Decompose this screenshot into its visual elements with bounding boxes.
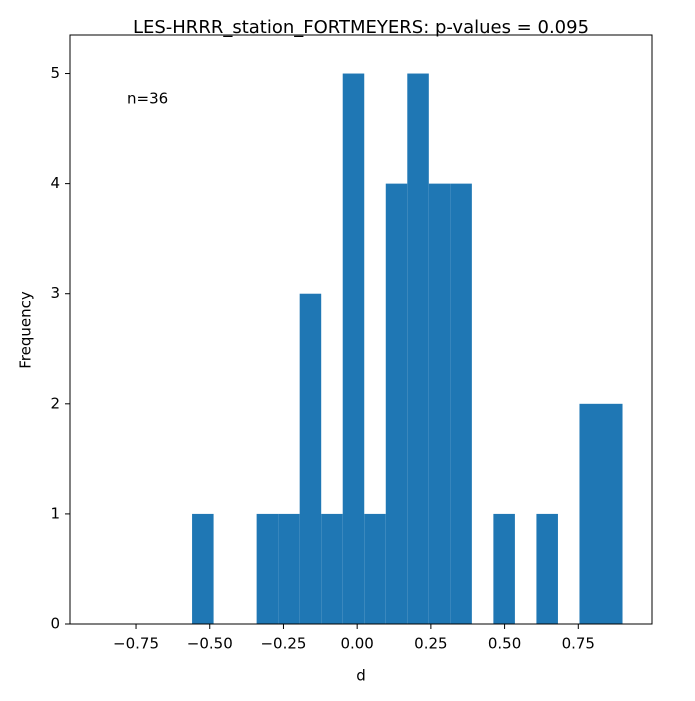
x-tick-label: 0.25	[414, 635, 447, 653]
chart-title: LES-HRRR_station_FORTMEYERS: p-values = …	[133, 17, 589, 38]
bar	[450, 183, 472, 625]
bar	[278, 513, 300, 624]
bar	[407, 73, 429, 624]
bar	[192, 513, 214, 624]
x-tick-label: 0.50	[488, 635, 521, 653]
bar	[299, 293, 322, 624]
x-tick-label: −0.75	[113, 635, 159, 653]
bar	[385, 183, 408, 625]
plot-frame	[69, 34, 653, 625]
x-tick-label: −0.50	[187, 635, 233, 653]
bar	[600, 403, 623, 624]
x-tick-label: −0.25	[260, 635, 306, 653]
y-tick-label: 5	[50, 64, 60, 82]
bar	[364, 513, 386, 624]
y-tick-label: 1	[50, 504, 60, 522]
bar	[321, 513, 343, 624]
bar	[428, 183, 451, 625]
y-tick-label: 2	[50, 394, 60, 412]
x-tick-label: 0.75	[562, 635, 595, 653]
bar	[493, 513, 515, 624]
bar	[342, 73, 365, 624]
y-axis-label: Frequency	[17, 291, 35, 369]
annotation: n=36	[127, 90, 168, 108]
x-axis-label: d	[356, 667, 366, 685]
y-tick-label: 3	[50, 284, 60, 302]
bar	[579, 403, 601, 624]
y-tick-label: 0	[50, 615, 60, 633]
x-tick-label: 0.00	[340, 635, 373, 653]
y-tick-label: 4	[50, 174, 60, 192]
bar	[256, 513, 279, 624]
bar	[536, 513, 558, 624]
